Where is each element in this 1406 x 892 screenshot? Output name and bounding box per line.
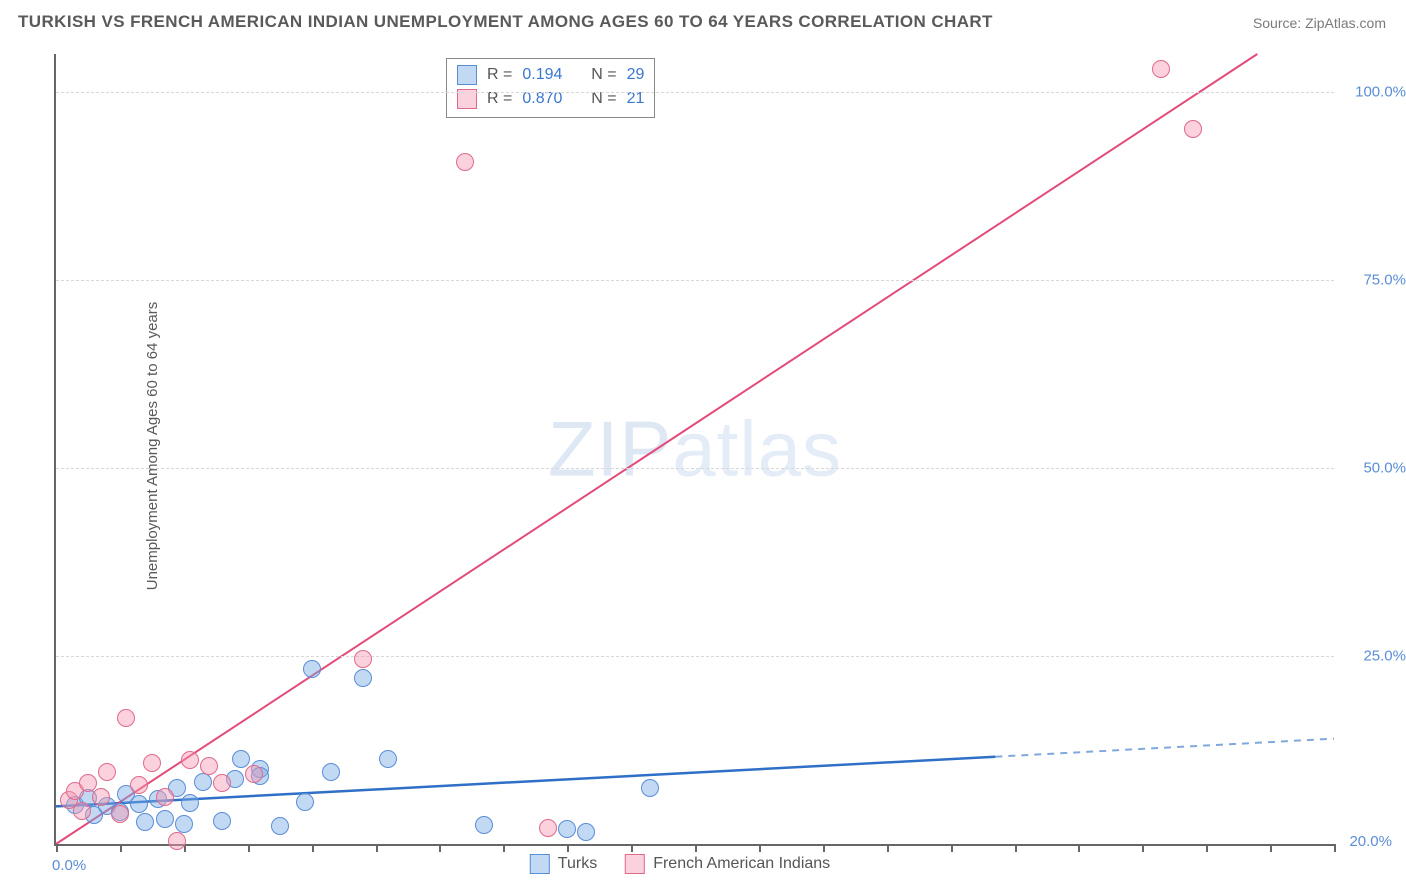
scatter-point-fai xyxy=(117,709,135,727)
correlation-legend: R = 0.194 N = 29 R = 0.870 N = 21 xyxy=(446,58,655,118)
scatter-point-turks xyxy=(181,794,199,812)
scatter-point-fai xyxy=(213,774,231,792)
scatter-point-fai xyxy=(156,788,174,806)
scatter-point-turks xyxy=(379,750,397,768)
legend-R-fai: 0.870 xyxy=(522,87,562,111)
scatter-point-turks xyxy=(354,669,372,687)
scatter-point-fai xyxy=(168,832,186,850)
scatter-point-turks xyxy=(641,779,659,797)
legend-row-turks: R = 0.194 N = 29 xyxy=(457,63,644,87)
scatter-point-fai xyxy=(111,805,129,823)
swatch-turks xyxy=(457,65,477,85)
y-tick-label: 50.0% xyxy=(1363,459,1406,476)
x-tick-label: 0.0% xyxy=(52,857,86,874)
legend-N-fai: 21 xyxy=(627,87,645,111)
scatter-point-turks xyxy=(475,816,493,834)
scatter-point-fai xyxy=(1184,120,1202,138)
source-link[interactable]: ZipAtlas.com xyxy=(1305,15,1386,31)
legend-label-fai: French American Indians xyxy=(653,855,830,873)
scatter-point-turks xyxy=(296,793,314,811)
scatter-point-fai xyxy=(1152,60,1170,78)
scatter-point-fai xyxy=(181,751,199,769)
scatter-point-fai xyxy=(456,153,474,171)
legend-item-turks: Turks xyxy=(530,854,597,874)
y-tick-label: 75.0% xyxy=(1363,271,1406,288)
scatter-point-turks xyxy=(130,795,148,813)
plot-area: ZIPatlas R = 0.194 N = 29 R = 0.870 N = … xyxy=(54,54,1334,846)
scatter-point-fai xyxy=(200,757,218,775)
scatter-point-turks xyxy=(194,773,212,791)
scatter-point-turks xyxy=(322,763,340,781)
scatter-point-turks xyxy=(271,817,289,835)
scatter-point-turks xyxy=(156,810,174,828)
legend-N-label: N = xyxy=(591,87,616,111)
legend-R-label: R = xyxy=(487,87,512,111)
scatter-point-turks xyxy=(558,820,576,838)
legend-label-turks: Turks xyxy=(558,855,597,873)
scatter-point-fai xyxy=(143,754,161,772)
legend-row-fai: R = 0.870 N = 21 xyxy=(457,87,644,111)
scatter-point-fai xyxy=(539,819,557,837)
source-attribution: Source: ZipAtlas.com xyxy=(1253,15,1386,31)
legend-R-turks: 0.194 xyxy=(522,63,562,87)
swatch-turks xyxy=(530,854,550,874)
y-tick-label: 100.0% xyxy=(1355,83,1406,100)
chart-svg xyxy=(56,54,1334,844)
scatter-point-fai xyxy=(354,650,372,668)
x-tick-label: 20.0% xyxy=(1349,833,1392,850)
scatter-point-turks xyxy=(303,660,321,678)
legend-N-label: N = xyxy=(591,63,616,87)
scatter-point-turks xyxy=(175,815,193,833)
scatter-point-fai xyxy=(73,802,91,820)
y-tick-label: 25.0% xyxy=(1363,647,1406,664)
scatter-point-fai xyxy=(245,765,263,783)
scatter-point-fai xyxy=(98,763,116,781)
legend-item-fai: French American Indians xyxy=(625,854,830,874)
scatter-point-fai xyxy=(92,788,110,806)
swatch-fai xyxy=(625,854,645,874)
legend-R-label: R = xyxy=(487,63,512,87)
scatter-point-turks xyxy=(136,813,154,831)
scatter-point-turks xyxy=(213,812,231,830)
source-prefix: Source: xyxy=(1253,15,1305,31)
scatter-point-turks xyxy=(232,750,250,768)
chart-title: TURKISH VS FRENCH AMERICAN INDIAN UNEMPL… xyxy=(18,12,993,32)
series-legend: Turks French American Indians xyxy=(530,854,830,874)
scatter-point-turks xyxy=(577,823,595,841)
scatter-point-fai xyxy=(130,776,148,794)
legend-N-turks: 29 xyxy=(627,63,645,87)
